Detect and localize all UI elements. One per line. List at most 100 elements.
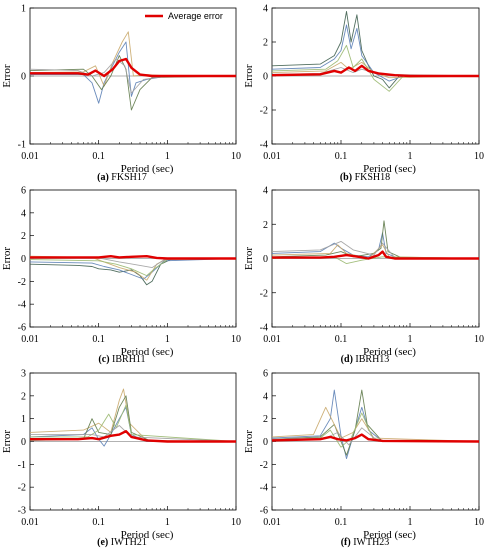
series-line-4 bbox=[30, 404, 237, 442]
y-tick-label: 1 bbox=[21, 4, 26, 15]
x-tick-label: 10 bbox=[231, 334, 241, 345]
series-line-1 bbox=[30, 41, 236, 104]
y-tick-label: 3 bbox=[21, 369, 26, 380]
caption-letter: (d) bbox=[341, 354, 353, 365]
y-tick-label: 6 bbox=[263, 369, 268, 380]
caption-letter: (a) bbox=[97, 172, 109, 183]
y-tick-label: 0 bbox=[263, 72, 268, 83]
y-tick-label: 2 bbox=[21, 391, 26, 402]
y-tick-label: -4 bbox=[260, 140, 268, 151]
chart-panel-iwth23: 0.01 0.1 1 10 -6 -4 -2 0 2 4 6 Period (sec) Error (f)… bbox=[243, 369, 484, 549]
x-axis-label: Period (sec) bbox=[121, 529, 174, 541]
x-tick-label: 1 bbox=[165, 517, 170, 528]
series-average-error bbox=[271, 64, 479, 78]
caption-station: IWTH21 bbox=[108, 537, 147, 548]
x-tick-label: 1 bbox=[408, 151, 413, 162]
caption-station: IBRH11 bbox=[110, 354, 146, 365]
series-average-error bbox=[30, 57, 236, 78]
y-tick-label: -4 bbox=[260, 483, 268, 494]
y-tick-label: -3 bbox=[18, 506, 26, 517]
y-axis-label: Error bbox=[243, 64, 255, 88]
chart-panel-fksh18: 0.01 0.1 1 10 -4 -2 0 2 4 Period (sec) Error (b) FK… bbox=[243, 4, 484, 184]
y-tick-label: 2 bbox=[21, 231, 26, 242]
x-tick-label: 0.1 bbox=[335, 517, 348, 528]
y-tick-label: 6 bbox=[21, 186, 26, 197]
x-tick-label: 10 bbox=[474, 517, 484, 528]
series-line-4 bbox=[271, 44, 479, 92]
y-tick-label: 2 bbox=[263, 220, 268, 231]
y-tick-label: 2 bbox=[263, 414, 268, 425]
series-average-error bbox=[30, 430, 236, 443]
y-tick-label: 0 bbox=[21, 254, 26, 265]
x-tick-label: 0.01 bbox=[263, 517, 281, 528]
x-tick-label: 1 bbox=[408, 517, 413, 528]
series-line-5 bbox=[30, 425, 237, 442]
caption-station: FKSH18 bbox=[352, 172, 390, 183]
series-line-2 bbox=[29, 31, 236, 87]
x-tick-label: 1 bbox=[408, 334, 413, 345]
caption-letter: (e) bbox=[97, 537, 108, 548]
series-line-3 bbox=[29, 55, 237, 111]
panel-caption: (c) IBRH11 bbox=[98, 354, 145, 365]
x-tick-label: 1 bbox=[165, 151, 170, 162]
y-tick-label: 0 bbox=[263, 437, 268, 448]
panel-caption: (d) IBRH13 bbox=[341, 354, 390, 365]
y-tick-label: -2 bbox=[18, 483, 26, 494]
x-axis-label: Period (sec) bbox=[121, 163, 174, 175]
y-tick-label: 0 bbox=[263, 254, 268, 265]
series-line-1 bbox=[271, 232, 479, 259]
y-tick-label: 4 bbox=[21, 208, 26, 219]
series-line-2 bbox=[271, 24, 479, 82]
y-tick-label: 4 bbox=[263, 4, 268, 15]
x-tick-label: 0.1 bbox=[335, 334, 348, 345]
y-axis-label: Error bbox=[1, 247, 13, 271]
x-tick-label: 10 bbox=[231, 517, 241, 528]
caption-letter: (f) bbox=[341, 537, 351, 548]
y-tick-label: 0 bbox=[21, 437, 26, 448]
x-tick-label: 10 bbox=[231, 151, 241, 162]
y-tick-label: 0 bbox=[21, 72, 26, 83]
x-tick-label: 0.1 bbox=[92, 517, 105, 528]
series-average-error bbox=[272, 250, 479, 260]
y-tick-label: -2 bbox=[18, 277, 26, 288]
y-tick-label: 1 bbox=[21, 414, 26, 425]
series-average-error bbox=[271, 433, 480, 443]
series-line-2 bbox=[29, 258, 237, 280]
y-tick-label: 4 bbox=[263, 186, 268, 197]
y-tick-label: -1 bbox=[18, 140, 26, 151]
y-tick-label: -2 bbox=[260, 460, 268, 471]
x-tick-label: 10 bbox=[474, 151, 484, 162]
chart-panel-ibrh11: 0.01 0.1 1 10 -6 -4 -2 0 2 4 6 Period (sec) Error (c)… bbox=[1, 186, 241, 366]
x-tick-label: 0.1 bbox=[92, 151, 105, 162]
x-tick-label: 0.01 bbox=[263, 151, 281, 162]
y-tick-label: -2 bbox=[260, 288, 268, 299]
x-axis-label: Period (sec) bbox=[363, 163, 416, 175]
caption-letter: (c) bbox=[98, 354, 109, 365]
x-tick-label: 10 bbox=[474, 334, 484, 345]
y-tick-label: 4 bbox=[263, 391, 268, 402]
y-tick-label: -1 bbox=[18, 460, 26, 471]
y-axis-label: Error bbox=[1, 64, 13, 88]
y-tick-label: -4 bbox=[18, 300, 26, 311]
series-line-2 bbox=[271, 389, 479, 456]
series-line-1 bbox=[271, 10, 479, 89]
y-tick-label: -6 bbox=[18, 323, 26, 334]
x-tick-label: 1 bbox=[165, 334, 170, 345]
legend-label: Average error bbox=[168, 11, 223, 21]
series-line-1 bbox=[271, 389, 479, 460]
x-tick-label: 0.01 bbox=[21, 334, 39, 345]
y-axis-label: Error bbox=[243, 430, 255, 454]
panel-caption: (e) IWTH21 bbox=[97, 537, 147, 548]
series-line-2 bbox=[29, 388, 237, 442]
series-average-error bbox=[30, 255, 236, 260]
caption-station: IBRH13 bbox=[353, 354, 389, 365]
y-tick-label: -2 bbox=[260, 106, 268, 117]
x-tick-label: 0.01 bbox=[21, 517, 39, 528]
series-line-4 bbox=[271, 240, 480, 259]
y-tick-label: 2 bbox=[263, 38, 268, 49]
caption-station: FKSH17 bbox=[109, 172, 147, 183]
x-axis-label: Period (sec) bbox=[363, 346, 416, 358]
x-tick-label: 0.1 bbox=[335, 151, 348, 162]
x-tick-label: 0.01 bbox=[263, 334, 281, 345]
